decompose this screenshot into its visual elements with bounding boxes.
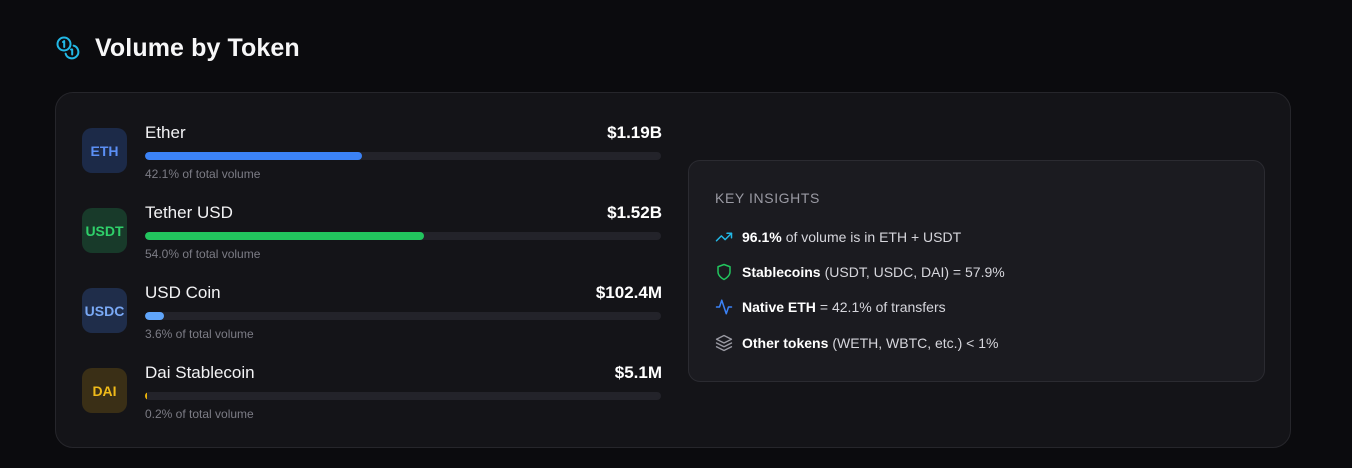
token-badge: USDC (82, 288, 127, 333)
insight-item: Stablecoins (USDT, USDC, DAI) = 57.9% (715, 262, 1005, 282)
volume-bar-track (145, 312, 661, 320)
insights-title: KEY INSIGHTS (715, 190, 820, 206)
layers-icon (715, 334, 733, 352)
trending-up-icon (715, 228, 733, 246)
token-row-usdc: USDC USD Coin $102.4M 3.6% of total volu… (82, 279, 662, 345)
insight-item: Native ETH = 42.1% of transfers (715, 297, 946, 317)
token-amount: $102.4M (595, 283, 662, 302)
insight-strong: 96.1% (742, 229, 782, 245)
volume-card: ETH Ether $1.19B 42.1% of total volume U… (55, 92, 1291, 448)
token-share: 3.6% of total volume (145, 327, 254, 341)
token-share: 0.2% of total volume (145, 407, 254, 421)
token-badge: ETH (82, 128, 127, 173)
token-name: Ether (145, 123, 186, 142)
token-amount: $1.19B (607, 123, 662, 142)
insight-strong: Other tokens (742, 335, 829, 351)
insight-text: (USDT, USDC, DAI) = 57.9% (824, 264, 1005, 280)
volume-bar-fill (145, 312, 164, 320)
key-insights-panel: KEY INSIGHTS 96.1% of volume is in ETH +… (688, 160, 1265, 382)
volume-bar-fill (145, 392, 148, 400)
token-badge: DAI (82, 368, 127, 413)
insight-text: (WETH, WBTC, etc.) < 1% (832, 335, 999, 351)
insight-item: Other tokens (WETH, WBTC, etc.) < 1% (715, 333, 998, 353)
token-amount: $5.1M (614, 363, 662, 382)
volume-bar-fill (145, 152, 363, 160)
token-name: Dai Stablecoin (145, 363, 255, 382)
insight-strong: Native ETH (742, 299, 816, 315)
insight-strong: Stablecoins (742, 264, 821, 280)
volume-bar-fill (145, 232, 424, 240)
token-row-dai: DAI Dai Stablecoin $5.1M 0.2% of total v… (82, 359, 662, 425)
token-badge: USDT (82, 208, 127, 253)
token-name: USD Coin (145, 283, 221, 302)
coins-icon (55, 35, 81, 61)
volume-bar-track (145, 392, 661, 400)
activity-icon (715, 298, 733, 316)
token-amount: $1.52B (607, 203, 662, 222)
volume-bar-track (145, 152, 661, 160)
insight-text: of volume is in ETH + USDT (785, 229, 962, 245)
insight-text: = 42.1% of transfers (819, 299, 946, 315)
section-header: Volume by Token (55, 30, 300, 66)
token-row-eth: ETH Ether $1.19B 42.1% of total volume (82, 119, 662, 185)
token-name: Tether USD (145, 203, 233, 222)
volume-bar-track (145, 232, 661, 240)
token-share: 54.0% of total volume (145, 247, 261, 261)
shield-icon (715, 263, 733, 281)
page-title: Volume by Token (95, 33, 300, 62)
token-row-usdt: USDT Tether USD $1.52B 54.0% of total vo… (82, 199, 662, 265)
insight-item: 96.1% of volume is in ETH + USDT (715, 227, 961, 247)
token-share: 42.1% of total volume (145, 167, 261, 181)
